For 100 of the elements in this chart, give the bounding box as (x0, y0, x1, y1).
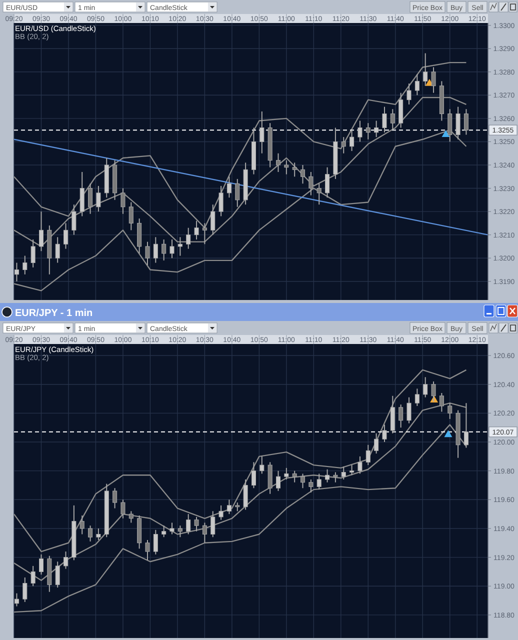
candlestick (414, 388, 420, 406)
candlestick (178, 236, 182, 256)
candlestick (448, 402, 452, 420)
candlestick (55, 561, 60, 588)
candlestick (22, 255, 28, 275)
candlestick (170, 238, 174, 259)
candlestick (382, 106, 387, 133)
candlestick (128, 202, 134, 231)
candlestick (194, 516, 199, 532)
candlestick (366, 444, 370, 466)
candlestick (120, 188, 126, 214)
candlestick (292, 162, 297, 178)
candlestick (153, 236, 158, 264)
candlestick (137, 218, 142, 254)
candlestick (316, 473, 322, 490)
candlestick (308, 171, 314, 196)
candlestick (162, 525, 166, 538)
candlestick (14, 262, 19, 282)
candlestick (226, 176, 232, 198)
candlestick (414, 74, 420, 96)
candlestick (88, 183, 93, 214)
candlestick (226, 499, 232, 515)
candlestick (300, 473, 306, 489)
candlestick (153, 529, 158, 555)
candlestick (251, 462, 256, 489)
text: EUR/JPY - 1 min (15, 308, 93, 319)
line-series (14, 369, 467, 552)
candlestick (300, 164, 306, 184)
candlestick (431, 66, 436, 94)
candlestick (218, 504, 224, 520)
candlestick (218, 185, 224, 217)
candlestick (325, 468, 330, 483)
candlestick (406, 83, 412, 105)
candlestick (439, 392, 444, 412)
candlestick (112, 488, 118, 509)
candlestick (350, 464, 354, 476)
candlestick (284, 160, 289, 175)
candlestick (456, 106, 460, 140)
candlestick (292, 470, 297, 483)
candlestick (366, 122, 370, 140)
candlestick (260, 456, 264, 474)
candlestick (38, 211, 44, 252)
candlestick (398, 404, 404, 428)
candlestick (30, 238, 36, 268)
candlestick (431, 380, 436, 402)
candlestick (22, 576, 28, 602)
candlestick (162, 238, 166, 261)
candlestick (55, 236, 60, 264)
candlestick (128, 510, 134, 524)
candlestick (194, 220, 199, 240)
candlestick (358, 456, 362, 474)
candlestick (145, 241, 150, 266)
candlestick (210, 510, 216, 538)
candlestick (80, 515, 84, 535)
candlestick (72, 204, 76, 236)
candlestick (325, 166, 330, 198)
candlestick (448, 108, 452, 142)
candlestick (341, 466, 346, 480)
candlestick (38, 554, 44, 576)
candlestick (145, 540, 150, 561)
candlestick (202, 522, 207, 544)
candlestick (423, 376, 428, 398)
candlestick (235, 178, 240, 208)
candlestick (30, 565, 36, 587)
candlestick (64, 222, 68, 250)
candlestick (398, 92, 404, 128)
candlestick (178, 525, 182, 538)
candlestick (464, 402, 468, 448)
candlestick (64, 551, 68, 570)
candlestick (358, 120, 362, 142)
candlestick (423, 52, 428, 86)
candlestick (316, 183, 322, 206)
candlestick (341, 136, 346, 154)
candlestick (333, 472, 338, 483)
candlestick (374, 432, 379, 454)
candlestick (374, 120, 379, 138)
candlestick (96, 528, 101, 540)
line-series (14, 424, 467, 613)
candlestick (243, 478, 248, 510)
candlestick (186, 514, 191, 535)
candlestick (14, 592, 19, 607)
candlestick (284, 467, 289, 480)
candlestick (276, 470, 280, 492)
candlestick (464, 108, 468, 136)
candlestick (276, 152, 280, 172)
line-series (14, 402, 467, 581)
candlestick (186, 227, 191, 250)
candlestick (406, 396, 412, 424)
candlestick (382, 424, 387, 442)
candlestick (80, 171, 84, 217)
candlestick (210, 204, 216, 236)
candlestick (390, 108, 395, 131)
candlestick (308, 478, 314, 493)
candlestick (88, 525, 93, 542)
candlestick (120, 499, 126, 519)
candlestick (170, 522, 174, 535)
candlestick (96, 185, 101, 212)
candlestick (390, 395, 395, 434)
candlestick (350, 130, 354, 152)
candlestick (268, 462, 272, 494)
